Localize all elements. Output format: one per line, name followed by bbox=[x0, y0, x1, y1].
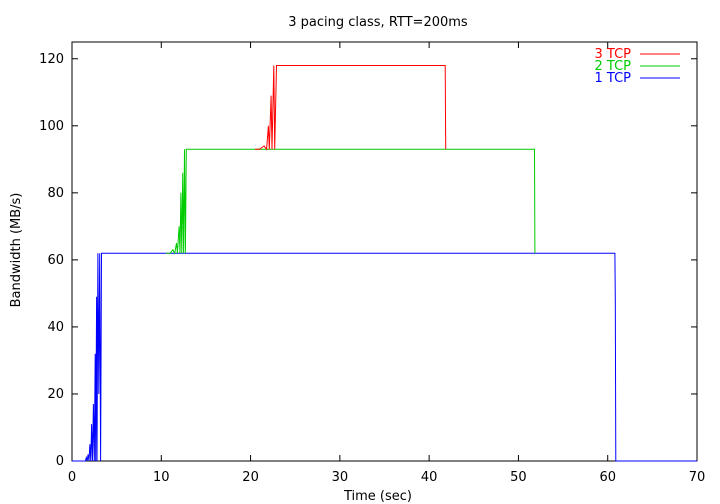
legend-label: 1 TCP bbox=[595, 71, 632, 86]
x-tick-label: 0 bbox=[68, 470, 76, 485]
y-tick-label: 20 bbox=[47, 387, 64, 402]
x-tick-label: 50 bbox=[510, 470, 527, 485]
y-axis-ticks: 0 20 40 60 80 100 120 bbox=[39, 52, 697, 469]
x-tick-label: 60 bbox=[599, 470, 616, 485]
x-tick-label: 30 bbox=[332, 470, 349, 485]
x-axis-label: Time (sec) bbox=[343, 489, 412, 504]
x-tick-label: 20 bbox=[242, 470, 259, 485]
y-tick-label: 0 bbox=[56, 454, 64, 469]
series-line bbox=[72, 252, 697, 462]
series-line bbox=[255, 65, 447, 151]
y-tick-label: 100 bbox=[39, 119, 64, 134]
chart-title: 3 pacing class, RTT=200ms bbox=[288, 15, 468, 30]
series-layer bbox=[72, 65, 697, 462]
y-axis-label: Bandwidth (MB/s) bbox=[9, 193, 24, 308]
x-tick-label: 10 bbox=[153, 470, 170, 485]
legend-label: 2 TCP bbox=[595, 59, 632, 74]
x-tick-label: 70 bbox=[689, 470, 706, 485]
plot-frame bbox=[71, 41, 698, 462]
legend-label: 3 TCP bbox=[595, 47, 632, 62]
x-axis-ticks: 0 10 20 30 40 50 60 70 bbox=[68, 42, 705, 485]
y-tick-label: 120 bbox=[39, 52, 64, 67]
y-tick-label: 40 bbox=[47, 320, 64, 335]
y-tick-label: 60 bbox=[47, 253, 64, 268]
y-tick-label: 80 bbox=[47, 186, 64, 201]
x-tick-label: 40 bbox=[421, 470, 438, 485]
series-line bbox=[165, 148, 536, 255]
